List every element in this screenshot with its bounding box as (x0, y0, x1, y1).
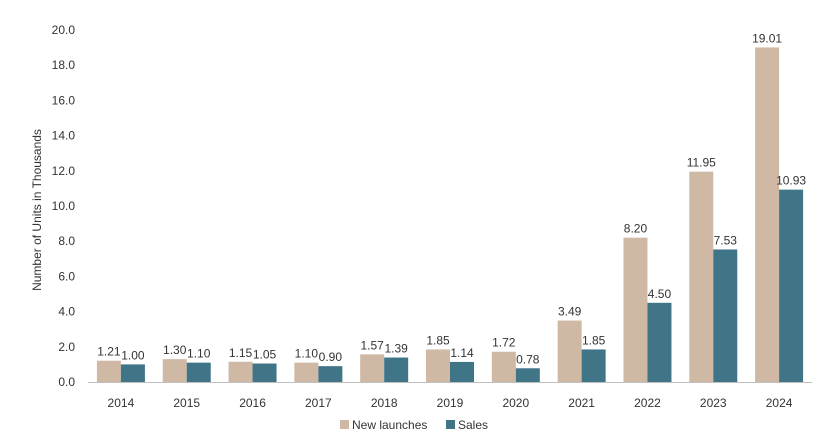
data-label-sales-2021: 1.85 (582, 333, 606, 347)
bar-sales-2023 (713, 249, 738, 382)
data-label-sales-2022: 4.50 (648, 287, 672, 301)
x-tick-label-2015: 2015 (173, 396, 200, 410)
x-tick-label-2020: 2020 (502, 396, 529, 410)
data-label-new-launches-2021: 3.49 (558, 305, 582, 319)
x-tick-label-2023: 2023 (700, 396, 727, 410)
bar-new-launches-2022 (623, 237, 648, 382)
data-label-sales-2019: 1.14 (450, 346, 474, 360)
y-tick-label: 12.0 (52, 164, 76, 178)
data-label-sales-2016: 1.05 (253, 348, 277, 362)
bar-new-launches-2015 (162, 359, 187, 382)
bar-new-launches-2019 (426, 349, 450, 382)
y-tick-label: 6.0 (58, 269, 75, 283)
data-label-sales-2015: 1.10 (187, 347, 211, 361)
bar-sales-2015 (186, 362, 211, 382)
y-tick-label: 14.0 (52, 129, 76, 143)
x-tick-label-2014: 2014 (108, 396, 135, 410)
y-tick-label: 8.0 (58, 234, 75, 248)
legend-swatch-new-launches (340, 420, 349, 429)
bar-new-launches-2016 (228, 361, 253, 382)
legend-label-sales: Sales (458, 418, 488, 432)
data-labels: 1.21 1.00 1.30 1.10 1.15 1.05 1.10 0.901.57 1.39… (97, 31, 806, 366)
y-axis-title: Number of Units in Thousands (30, 129, 44, 291)
bars (96, 47, 804, 382)
bar-sales-2024 (779, 189, 804, 382)
data-label-new-launches-2015: 1.30 (163, 343, 187, 357)
x-axis-ticks: 2014 2015 2016 2017 2018 2019 2020 2021 2022 2023… (108, 396, 793, 410)
x-tick-label-2018: 2018 (371, 396, 398, 410)
data-label-sales-2018: 1.39 (385, 342, 409, 356)
bar-new-launches-2018 (360, 354, 385, 382)
data-label-sales-2020: 0.78 (516, 352, 540, 366)
x-tick-label-2017: 2017 (305, 396, 332, 410)
y-axis-ticks: 0.0 2.0 4.0 6.0 8.0 10.0 12.0 14.0 16.0 18.0 20.0 (52, 23, 76, 389)
bar-sales-2014 (120, 364, 145, 382)
bar-sales-2022 (647, 302, 672, 382)
bar-sales-2021 (581, 349, 606, 382)
data-label-new-launches-2017: 1.10 (295, 347, 319, 361)
x-tick-label-2024: 2024 (766, 396, 793, 410)
x-tick-label-2016: 2016 (239, 396, 266, 410)
data-label-new-launches-2016: 1.15 (229, 346, 253, 360)
bar-sales-2018 (384, 357, 409, 382)
y-tick-label: 10.0 (52, 199, 76, 213)
x-tick-label-2021: 2021 (568, 396, 595, 410)
data-label-new-launches-2023: 11.95 (687, 156, 716, 170)
x-tick-label-2022: 2022 (634, 396, 661, 410)
bar-new-launches-2021 (557, 320, 582, 382)
y-tick-label: 18.0 (52, 58, 76, 72)
legend-label-new-launches: New launches (352, 418, 427, 432)
bar-new-launches-2023 (689, 171, 714, 382)
bar-new-launches-2017 (294, 362, 319, 382)
data-label-sales-2014: 1.00 (121, 348, 145, 362)
bar-sales-2016 (252, 363, 277, 382)
data-label-new-launches-2022: 8.20 (624, 222, 648, 236)
bar-new-launches-2014 (96, 360, 121, 382)
data-label-new-launches-2019: 1.85 (426, 333, 450, 347)
data-label-new-launches-2020: 1.72 (492, 336, 516, 350)
data-label-new-launches-2024: 19.01 (752, 31, 782, 45)
data-label-new-launches-2014: 1.21 (97, 345, 121, 359)
y-tick-label: 20.0 (52, 23, 76, 37)
bar-new-launches-2024 (755, 47, 780, 382)
bar-sales-2019 (450, 361, 474, 382)
data-label-new-launches-2018: 1.57 (361, 338, 385, 352)
y-axis-title-group: Number of Units in Thousands (30, 129, 44, 291)
legend-swatch-sales (446, 420, 455, 429)
y-tick-label: 4.0 (58, 305, 75, 319)
legend: New launches Sales (340, 418, 488, 432)
data-label-sales-2017: 0.90 (319, 350, 343, 364)
bar-sales-2017 (318, 366, 343, 382)
y-tick-label: 2.0 (58, 340, 75, 354)
y-tick-label: 16.0 (52, 93, 76, 107)
bar-sales-2020 (515, 368, 540, 382)
data-label-sales-2024: 10.93 (776, 174, 806, 188)
data-label-sales-2023: 7.53 (714, 233, 738, 247)
bar-new-launches-2020 (491, 351, 516, 382)
x-tick-label-2019: 2019 (437, 396, 464, 410)
y-tick-label: 0.0 (58, 375, 75, 389)
